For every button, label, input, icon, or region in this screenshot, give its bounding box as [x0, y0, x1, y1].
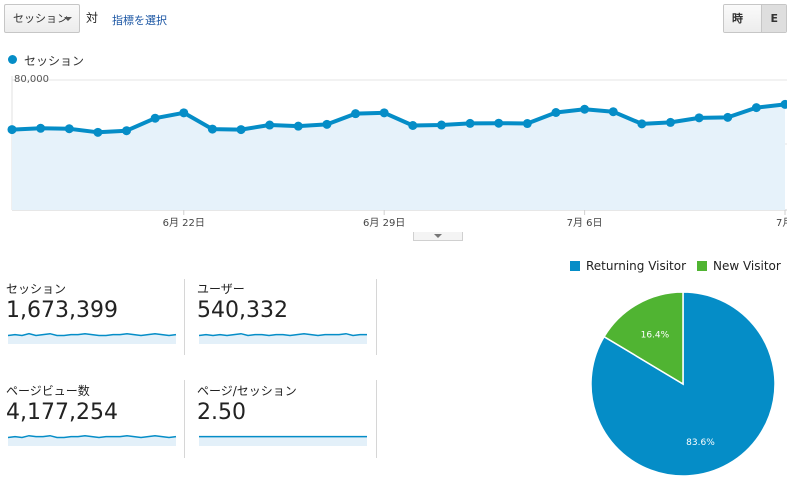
data-point: [351, 109, 360, 118]
x-tick-label: 7月 1: [776, 217, 787, 229]
divider: [184, 380, 185, 458]
chart-collapse-handle[interactable]: [413, 232, 463, 241]
x-tick-label: 7月 6日: [567, 217, 603, 229]
data-point: [8, 125, 17, 134]
granularity-day-button[interactable]: E: [761, 5, 786, 32]
metric-label: ページ/セッション: [197, 382, 297, 399]
data-point: [466, 119, 475, 128]
data-point: [237, 125, 246, 134]
select-metric-link[interactable]: 指標を選択: [112, 12, 167, 28]
metric-tile-sessions[interactable]: セッション 1,673,399: [6, 280, 178, 356]
metric-label: ページビュー数: [6, 382, 90, 399]
data-point: [65, 124, 74, 133]
sparkline: [8, 326, 178, 346]
data-point: [122, 126, 131, 135]
metric-value: 2.50: [197, 400, 246, 425]
metric-value: 4,177,254: [6, 400, 118, 425]
series-legend-label: セッション: [24, 52, 84, 69]
data-point: [723, 113, 732, 122]
pie-slice-label: 16.4%: [641, 330, 670, 340]
legend-label: Returning Visitor: [586, 259, 686, 273]
data-point: [523, 119, 532, 128]
pie-legend-returning[interactable]: Returning Visitor: [570, 259, 686, 273]
sparkline: [199, 326, 369, 346]
sparkline: [199, 428, 369, 448]
data-point: [494, 119, 503, 128]
metric-select[interactable]: セッション: [4, 4, 80, 33]
sparkline: [8, 428, 178, 448]
granularity-hourly-button[interactable]: 時間別: [724, 5, 761, 32]
divider: [376, 279, 377, 355]
vs-label: 対: [86, 9, 98, 26]
metric-tile-pageviews[interactable]: ページビュー数 4,177,254: [6, 382, 178, 458]
data-point: [93, 128, 102, 137]
chevron-down-icon: [64, 17, 72, 21]
data-point: [408, 121, 417, 130]
data-point: [179, 108, 188, 117]
metric-select-label: セッション: [13, 12, 68, 25]
series-color-dot: [8, 55, 17, 64]
legend-swatch: [570, 261, 580, 271]
visitor-type-pie-chart: 83.6% 16.4%: [585, 286, 781, 482]
metric-tile-pages-per-session[interactable]: ページ/セッション 2.50: [197, 382, 369, 458]
data-point: [294, 122, 303, 131]
x-tick-label: 6月 29日: [363, 217, 405, 229]
data-point: [208, 125, 217, 134]
data-point: [322, 120, 331, 129]
pie-slice-label: 83.6%: [686, 438, 715, 448]
metric-value: 1,673,399: [6, 298, 118, 323]
y-tick-label: 80,000: [14, 74, 49, 85]
legend-swatch: [697, 261, 707, 271]
x-tick-label: 6月 22日: [163, 217, 205, 229]
legend-label: New Visitor: [713, 259, 781, 273]
metric-label: セッション: [6, 280, 66, 297]
data-point: [380, 108, 389, 117]
data-point: [637, 119, 646, 128]
data-point: [666, 118, 675, 127]
data-point: [551, 108, 560, 117]
metric-tile-users[interactable]: ユーザー 540,332: [197, 280, 369, 356]
data-point: [151, 114, 160, 123]
data-point: [609, 107, 618, 116]
pie-legend-new[interactable]: New Visitor: [697, 259, 781, 273]
divider: [376, 380, 377, 458]
divider: [184, 279, 185, 355]
data-point: [437, 121, 446, 130]
data-point: [695, 113, 704, 122]
data-point: [265, 121, 274, 130]
metric-label: ユーザー: [197, 280, 245, 297]
sparkline-area: [199, 437, 367, 446]
metric-value: 540,332: [197, 298, 288, 323]
granularity-toggle: 時間別 E: [723, 4, 787, 33]
data-point: [752, 103, 761, 112]
data-point: [36, 124, 45, 133]
data-point: [580, 105, 589, 114]
